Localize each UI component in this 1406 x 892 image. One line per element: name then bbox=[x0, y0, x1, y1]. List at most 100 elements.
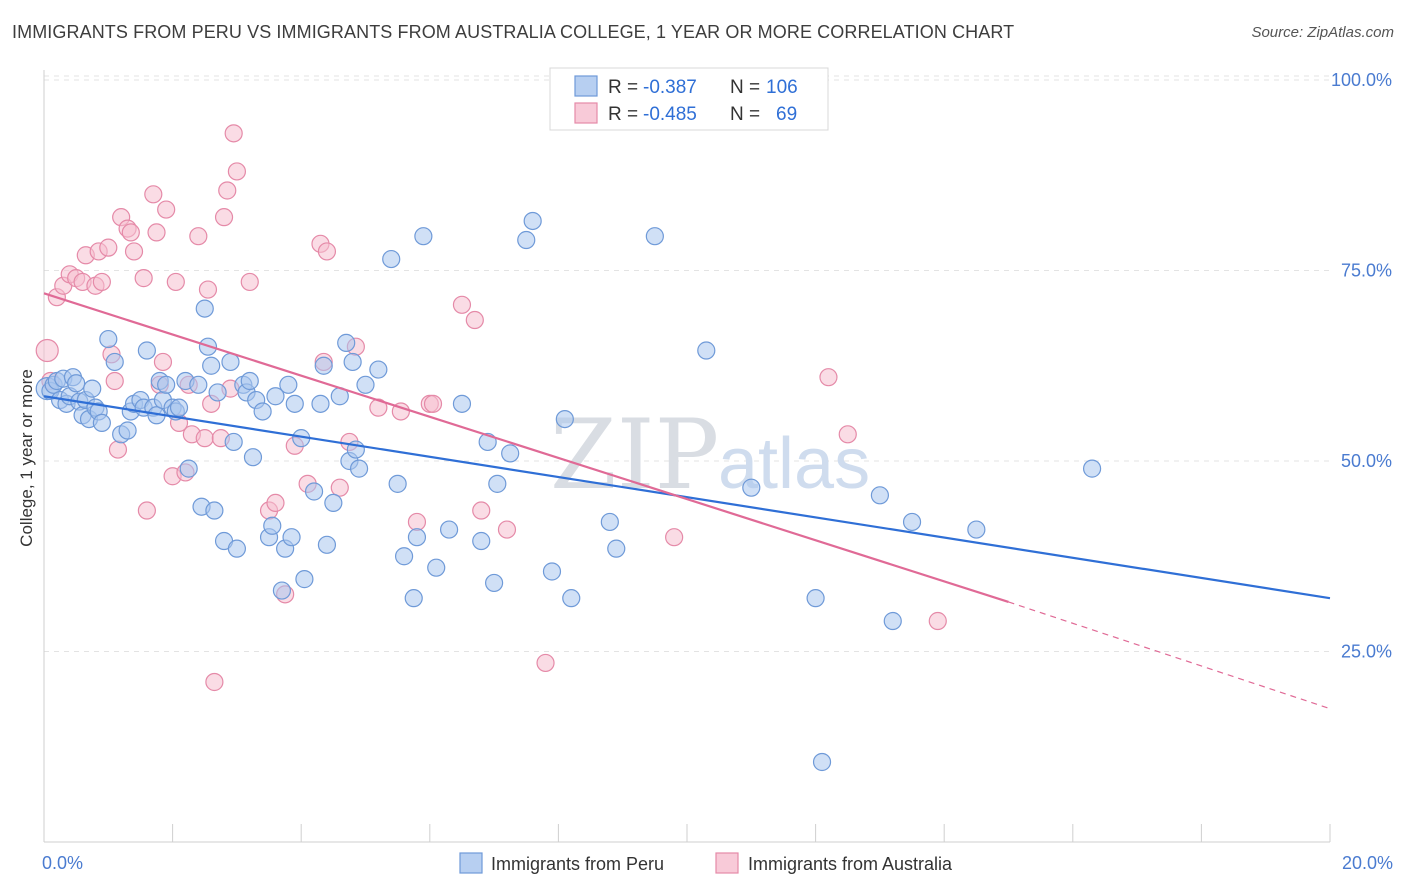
peru-point bbox=[205, 501, 224, 520]
peru-point bbox=[317, 535, 337, 554]
australia-point bbox=[536, 653, 555, 673]
australia-point bbox=[195, 429, 214, 448]
peru-r-label: R = bbox=[608, 77, 638, 98]
peru-point bbox=[407, 528, 427, 547]
peru-point bbox=[600, 512, 619, 532]
peru-n-value: 106 bbox=[766, 77, 798, 98]
peru-point bbox=[179, 459, 198, 478]
peru-point bbox=[488, 474, 507, 493]
australia-point bbox=[105, 371, 124, 391]
australia-point bbox=[147, 223, 166, 242]
australia-point bbox=[189, 227, 208, 246]
peru-point bbox=[452, 394, 472, 413]
australia-point bbox=[124, 242, 144, 261]
peru-point bbox=[282, 528, 301, 547]
chart-source: Source: ZipAtlas.com bbox=[1251, 24, 1394, 41]
axes bbox=[43, 70, 1331, 843]
peru-point bbox=[105, 352, 124, 372]
bottom-legend-peru-swatch bbox=[459, 852, 483, 874]
peru-point bbox=[1082, 459, 1102, 478]
peru-point bbox=[189, 375, 208, 394]
peru-point bbox=[562, 589, 581, 608]
peru-point bbox=[208, 383, 227, 402]
peru-trend-line bbox=[43, 395, 1331, 600]
peru-point bbox=[742, 478, 761, 497]
peru-point bbox=[337, 333, 356, 352]
peru-point bbox=[517, 230, 536, 250]
x-tick-label: 20.0% bbox=[1342, 853, 1393, 873]
peru-point bbox=[967, 520, 986, 539]
peru-point bbox=[472, 531, 491, 551]
peru-point bbox=[118, 421, 137, 440]
peru-r-value: -0.387 bbox=[643, 77, 697, 98]
y-tick-label: 50.0% bbox=[1341, 451, 1392, 471]
australia-point bbox=[928, 611, 947, 631]
peru-n-label: N = bbox=[730, 77, 760, 98]
peru-point bbox=[542, 562, 562, 581]
peru-point bbox=[67, 374, 86, 393]
australia-r-label: R = bbox=[608, 104, 638, 125]
australia-point bbox=[227, 162, 246, 181]
australia-point bbox=[218, 181, 237, 200]
peru-point bbox=[870, 486, 890, 505]
peru-point bbox=[137, 341, 156, 360]
y-tick-label: 100.0% bbox=[1331, 70, 1392, 90]
peru-point bbox=[227, 539, 246, 558]
peru-point bbox=[414, 227, 433, 246]
peru-point bbox=[394, 547, 414, 566]
australia-point bbox=[157, 200, 176, 219]
peru-point bbox=[343, 352, 362, 372]
australia-point bbox=[153, 352, 173, 372]
australia-point bbox=[137, 501, 156, 520]
peru-legend-swatch bbox=[574, 75, 598, 97]
peru-point bbox=[369, 360, 388, 379]
australia-point bbox=[144, 185, 163, 204]
peru-point bbox=[501, 444, 520, 463]
australia-point bbox=[166, 272, 185, 292]
peru-point bbox=[83, 379, 102, 398]
peru-point bbox=[263, 516, 282, 535]
watermark-zip: ZIP bbox=[550, 399, 719, 511]
australia-point bbox=[452, 295, 472, 314]
australia-point bbox=[224, 124, 243, 143]
bottom-legend-australia-label: Immigrants from Australia bbox=[748, 854, 953, 874]
peru-point bbox=[157, 375, 176, 394]
peru-point bbox=[295, 570, 314, 589]
peru-point bbox=[169, 398, 189, 417]
peru-point bbox=[404, 589, 423, 608]
australia-point bbox=[240, 272, 259, 292]
y-tick-label: 25.0% bbox=[1341, 642, 1392, 662]
trend-lines bbox=[43, 292, 1331, 710]
australia-point bbox=[472, 501, 491, 520]
australia-point bbox=[35, 338, 59, 363]
australia-trend-line bbox=[43, 292, 1009, 604]
peru-point bbox=[697, 341, 716, 360]
australia-point bbox=[369, 398, 388, 417]
australia-trend-extension bbox=[1008, 601, 1331, 710]
peru-point bbox=[243, 448, 263, 467]
australia-point bbox=[198, 280, 218, 299]
australia-point bbox=[465, 310, 484, 330]
peru-point bbox=[356, 375, 375, 394]
australia-point bbox=[92, 272, 111, 292]
peru-point bbox=[224, 432, 243, 452]
australia-n-label: N = bbox=[730, 104, 760, 125]
peru-point bbox=[645, 227, 664, 246]
peru-point bbox=[324, 493, 343, 513]
peru-point bbox=[266, 387, 285, 406]
australia-point bbox=[317, 242, 337, 261]
australia-n-value: 69 bbox=[776, 104, 797, 125]
australia-point bbox=[108, 440, 128, 459]
australia-point bbox=[134, 269, 153, 288]
peru-point bbox=[555, 409, 574, 429]
x-tick-labels: 0.0% 20.0% bbox=[42, 853, 1393, 873]
peru-point bbox=[427, 558, 446, 577]
peru-point bbox=[195, 299, 214, 318]
x-tick-label: 0.0% bbox=[42, 853, 83, 873]
peru-point bbox=[272, 581, 292, 600]
peru-point bbox=[902, 512, 922, 532]
australia-point bbox=[99, 238, 118, 257]
australia-point bbox=[330, 478, 349, 497]
peru-point bbox=[812, 752, 832, 772]
